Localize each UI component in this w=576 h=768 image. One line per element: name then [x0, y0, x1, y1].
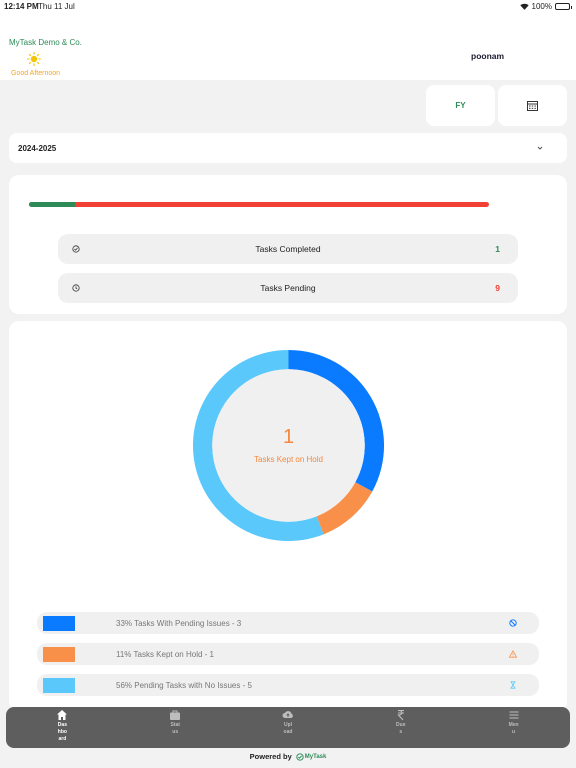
- tab-menu[interactable]: Menu: [457, 707, 570, 748]
- clock-icon: [72, 284, 80, 292]
- tab-dashboard[interactable]: Dashboard: [6, 707, 119, 748]
- tasks-pending-row[interactable]: Tasks Pending 9: [58, 273, 518, 303]
- donut-segment-0[interactable]: [288, 349, 385, 492]
- chevron-down-icon: [537, 146, 543, 150]
- legend-swatch: [43, 647, 75, 662]
- hourglass-icon: [510, 681, 516, 689]
- briefcase-icon: [170, 710, 181, 720]
- greeting-text: Good Afternoon: [11, 70, 61, 77]
- tab-dues[interactable]: Dues: [344, 707, 457, 748]
- pending-breakdown-card: 1 Tasks Kept on Hold 33% Tasks With Pend…: [9, 321, 567, 711]
- legend-item-no-issues[interactable]: 56% Pending Tasks with No Issues - 5: [37, 674, 539, 696]
- brand-name: MyTask: [304, 753, 327, 760]
- company-name: MyTask Demo & Co.: [9, 38, 82, 47]
- pending-donut-chart: [192, 349, 385, 542]
- tab-upload[interactable]: Upload: [232, 707, 345, 748]
- financial-year-value: 2024-2025: [18, 144, 57, 153]
- tasks-pending-label: Tasks Pending: [260, 283, 316, 293]
- check-circle-icon: [72, 245, 80, 253]
- legend-text: 33% Tasks With Pending Issues - 3: [116, 619, 242, 628]
- fy-label: FY: [455, 101, 466, 110]
- battery-percent: 100%: [531, 2, 552, 11]
- tab-label: Menu: [508, 722, 519, 735]
- status-time: 12:14 PM: [4, 2, 39, 11]
- brand-logo: MyTask: [296, 752, 327, 761]
- legend-swatch: [43, 616, 75, 631]
- ban-icon: [509, 619, 517, 627]
- donut-hole: [212, 369, 365, 522]
- tab-label: Dashboard: [57, 722, 67, 742]
- tasks-pending-count: 9: [495, 283, 500, 293]
- tab-status[interactable]: Status: [119, 707, 232, 748]
- home-icon: [57, 710, 68, 720]
- rupee-icon: [397, 709, 404, 721]
- fy-button[interactable]: FY: [426, 85, 495, 126]
- calendar-button[interactable]: [498, 85, 567, 126]
- powered-by-text: Powered by: [249, 752, 292, 761]
- donut-segment-1[interactable]: [316, 482, 373, 535]
- powered-by-footer: Powered by MyTask: [0, 752, 576, 761]
- task-progress-bar: [29, 202, 489, 207]
- tab-label: Status: [170, 722, 180, 735]
- status-right: 100%: [519, 2, 572, 11]
- task-summary-card: Tasks Completed 1 Tasks Pending 9: [9, 175, 567, 314]
- completed-progress: [29, 202, 75, 207]
- legend-text: 56% Pending Tasks with No Issues - 5: [116, 681, 252, 690]
- legend-swatch: [43, 678, 75, 693]
- legend-item-pending-issues[interactable]: 33% Tasks With Pending Issues - 3: [37, 612, 539, 634]
- sun-icon: [27, 52, 41, 66]
- battery-icon: [555, 3, 572, 10]
- wifi-icon: [519, 3, 529, 10]
- brand-logo-icon: [296, 752, 304, 761]
- tab-label: Dues: [396, 722, 406, 735]
- menu-icon: [509, 711, 519, 719]
- user-name[interactable]: poonam: [471, 51, 505, 61]
- legend-item-on-hold[interactable]: 11% Tasks Kept on Hold - 1: [37, 643, 539, 665]
- legend-text: 11% Tasks Kept on Hold - 1: [116, 650, 214, 659]
- status-date: Thu 11 Jul: [38, 2, 75, 11]
- warning-icon: [509, 650, 517, 658]
- calendar-icon: [527, 100, 538, 111]
- tasks-completed-label: Tasks Completed: [255, 244, 321, 254]
- financial-year-select[interactable]: 2024-2025: [9, 133, 567, 163]
- tasks-completed-count: 1: [495, 244, 500, 254]
- tab-label: Upload: [283, 722, 293, 735]
- cloud-upload-icon: [282, 711, 293, 718]
- status-bar: 12:14 PM Thu 11 Jul 100%: [0, 0, 576, 14]
- donut-segment-2[interactable]: [192, 349, 324, 542]
- app-header: MyTask Demo & Co. Good Afternoon poonam: [0, 14, 576, 80]
- tasks-completed-row[interactable]: Tasks Completed 1: [58, 234, 518, 264]
- bottom-tab-bar: Dashboard Status Upload Dues Menu: [6, 707, 570, 748]
